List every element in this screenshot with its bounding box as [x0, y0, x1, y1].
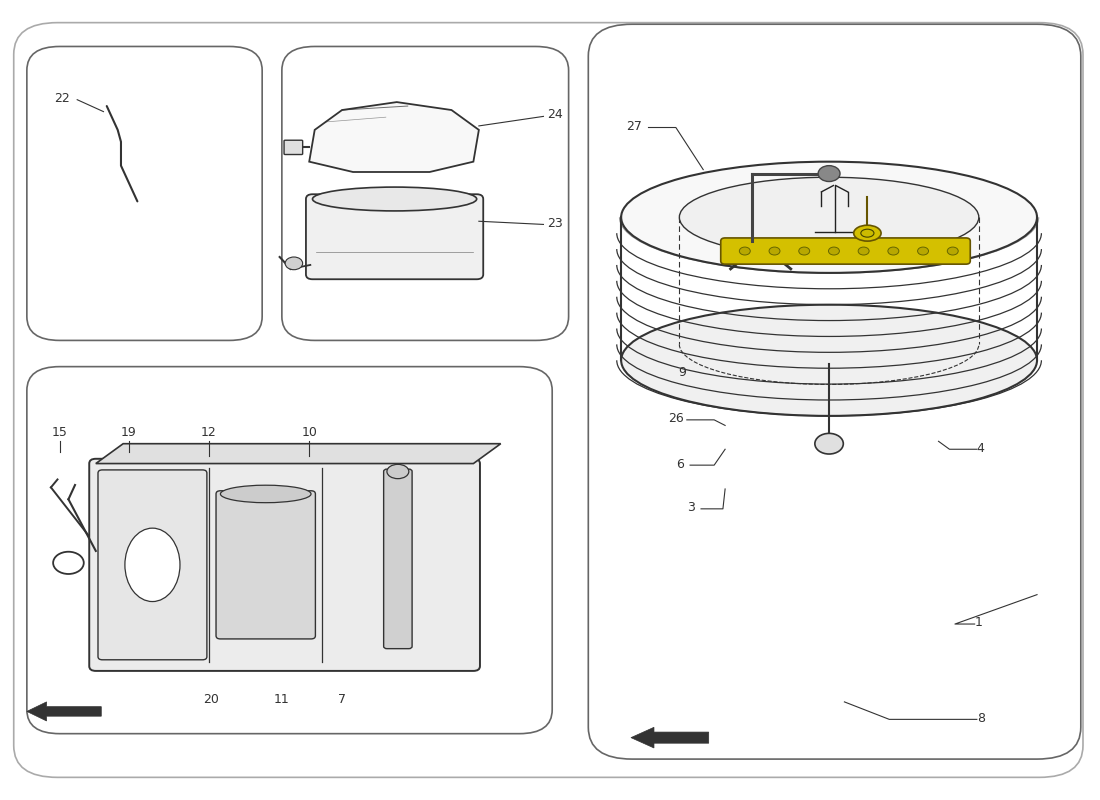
FancyBboxPatch shape — [720, 238, 970, 264]
Circle shape — [818, 166, 840, 182]
Ellipse shape — [387, 464, 409, 478]
Circle shape — [947, 247, 958, 255]
Ellipse shape — [861, 229, 875, 237]
Polygon shape — [631, 727, 708, 748]
Text: 15: 15 — [52, 426, 67, 438]
Text: 22: 22 — [54, 92, 70, 105]
Text: 6: 6 — [675, 458, 684, 470]
Circle shape — [799, 247, 810, 255]
Text: 24: 24 — [547, 108, 562, 121]
Text: 3: 3 — [686, 502, 695, 514]
Ellipse shape — [680, 178, 979, 258]
Circle shape — [888, 247, 899, 255]
Text: 20: 20 — [202, 694, 219, 706]
Circle shape — [815, 434, 844, 454]
Circle shape — [739, 247, 750, 255]
Circle shape — [53, 552, 84, 574]
FancyBboxPatch shape — [216, 490, 316, 639]
Text: eurosparces: eurosparces — [238, 380, 862, 468]
FancyBboxPatch shape — [588, 24, 1081, 759]
Text: 10: 10 — [301, 426, 317, 438]
FancyBboxPatch shape — [26, 46, 262, 341]
Text: 8: 8 — [977, 712, 985, 725]
Text: 19: 19 — [121, 426, 136, 438]
Text: 11: 11 — [274, 694, 289, 706]
FancyBboxPatch shape — [384, 469, 412, 649]
Text: 12: 12 — [200, 426, 217, 438]
Circle shape — [828, 247, 839, 255]
Text: 4: 4 — [977, 442, 985, 454]
Ellipse shape — [125, 528, 180, 602]
FancyBboxPatch shape — [89, 458, 480, 671]
FancyBboxPatch shape — [26, 366, 552, 734]
Circle shape — [858, 247, 869, 255]
Polygon shape — [26, 702, 101, 721]
Text: 23: 23 — [547, 217, 562, 230]
Text: a passion for parts since 1985: a passion for parts since 1985 — [359, 470, 741, 631]
FancyBboxPatch shape — [98, 470, 207, 660]
Circle shape — [769, 247, 780, 255]
Text: 1: 1 — [975, 617, 982, 630]
Ellipse shape — [621, 305, 1037, 416]
FancyBboxPatch shape — [282, 46, 569, 341]
Ellipse shape — [621, 162, 1037, 273]
Circle shape — [285, 257, 303, 270]
Text: 7: 7 — [338, 694, 346, 706]
FancyBboxPatch shape — [13, 22, 1084, 778]
FancyBboxPatch shape — [284, 140, 302, 154]
Circle shape — [917, 247, 928, 255]
Polygon shape — [309, 102, 478, 172]
Text: 9: 9 — [678, 366, 686, 379]
FancyBboxPatch shape — [306, 194, 483, 279]
Text: 27: 27 — [627, 120, 642, 133]
Ellipse shape — [312, 187, 476, 211]
Ellipse shape — [854, 226, 881, 241]
Ellipse shape — [220, 486, 311, 502]
Text: 26: 26 — [668, 412, 684, 426]
Polygon shape — [96, 444, 500, 463]
